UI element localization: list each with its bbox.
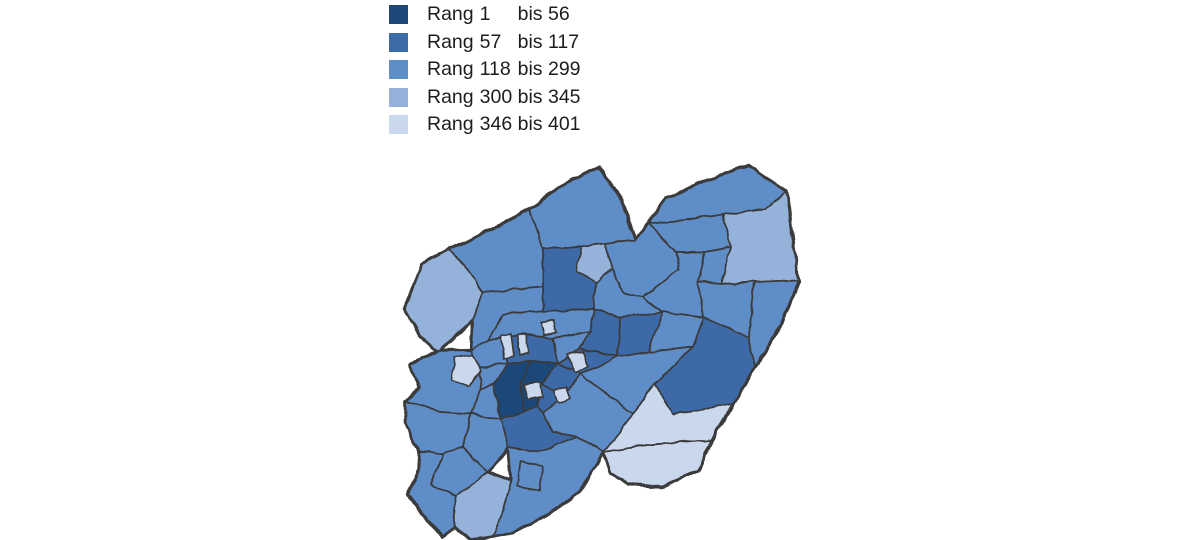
map-region-enclave-04 [516,333,530,356]
map-region-enclave-03 [500,333,515,360]
legend-row: Rang 346 bis 401 [389,113,581,136]
legend-row: Rang 1 bis 56 [389,3,581,25]
legend-range-end: bis 299 [517,58,581,81]
legend-label: Rang 300 bis 345 [427,85,581,108]
map-region-enclave-01 [516,461,544,491]
map-region-enclave-08 [553,386,572,404]
legend-row: Rang 300 bis 345 [389,85,581,108]
legend-row: Rang 57 bis 117 [389,30,581,53]
legend-rank-word: Rang [427,58,474,81]
legend-range-start: 1 [479,3,491,25]
legend-color-swatch [389,115,408,135]
legend-label: Rang 346 bis 401 [427,113,581,136]
legend-row: Rang 118 bis 299 [389,58,581,81]
map-region-enclave-05 [540,319,558,336]
legend-color-swatch [389,87,408,107]
legend-color-swatch [389,32,408,52]
legend-rank-word: Rang [427,113,474,136]
map-region-region-42 [602,439,712,487]
map-districts-layer [404,165,799,540]
legend-range-end: bis 56 [517,3,570,25]
map-region-region-39 [407,450,456,537]
legend-label: Rang 118 bis 299 [427,58,581,81]
legend-color-swatch [389,5,408,24]
legend-range-end: bis 401 [517,113,581,136]
legend-label: Rang 1 bis 56 [427,3,570,25]
map-region-region-13 [747,279,799,367]
map-region-enclave-06 [566,350,590,375]
legend-range-start: 300 [479,85,513,108]
legend-label: Rang 57 bis 117 [427,30,580,53]
legend-range-start: 57 [479,30,502,53]
legend-range-end: bis 117 [517,30,580,53]
map-region-region-41 [492,436,604,537]
legend-color-swatch [389,60,408,80]
map-legend: Rang 1 bis 56 Rang 57 bis 117 Rang 118 bis 299 Ra… [389,3,581,143]
map-enclaves-layer [452,319,590,491]
legend-range-start: 118 [479,58,511,81]
map-region-enclave-07 [523,382,544,401]
map-region-enclave-02 [452,354,482,387]
map-container [393,152,813,540]
legend-range-end: bis 345 [517,85,581,108]
legend-rank-word: Rang [427,85,474,108]
map-region-region-03 [529,167,636,248]
nrw-choropleth-map [402,163,801,540]
legend-rank-word: Rang [427,3,474,25]
legend-range-start: 346 [479,113,513,136]
legend-rank-word: Rang [427,30,474,53]
